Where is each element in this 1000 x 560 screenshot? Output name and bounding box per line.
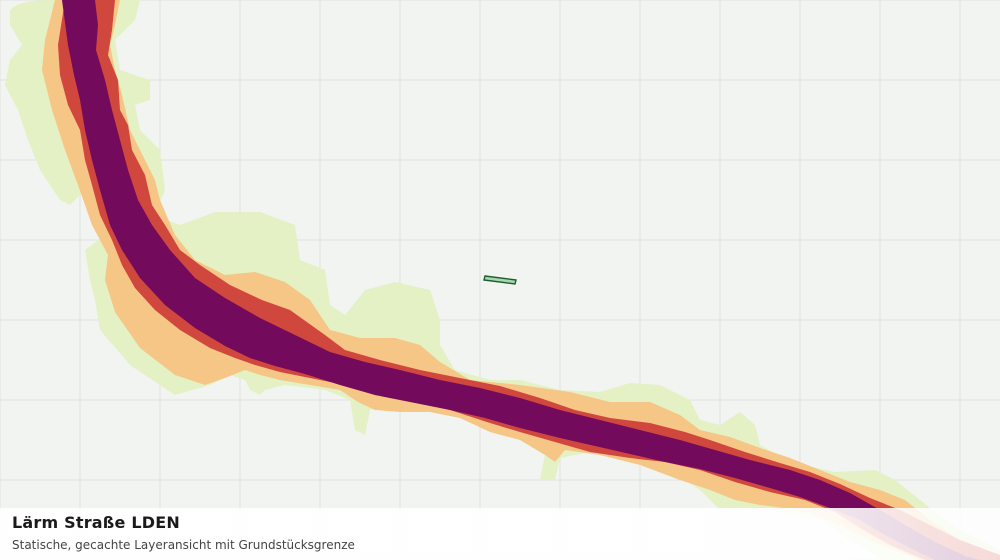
parcel-boundary[interactable]	[483, 275, 517, 285]
layer-caption: Lärm Straße LDEN Statische, gecachte Lay…	[0, 508, 1000, 560]
layer-title: Lärm Straße LDEN	[12, 513, 180, 532]
layer-subtitle: Statische, gecachte Layeransicht mit Gru…	[12, 538, 355, 552]
noise-zone-low	[42, 0, 1000, 560]
